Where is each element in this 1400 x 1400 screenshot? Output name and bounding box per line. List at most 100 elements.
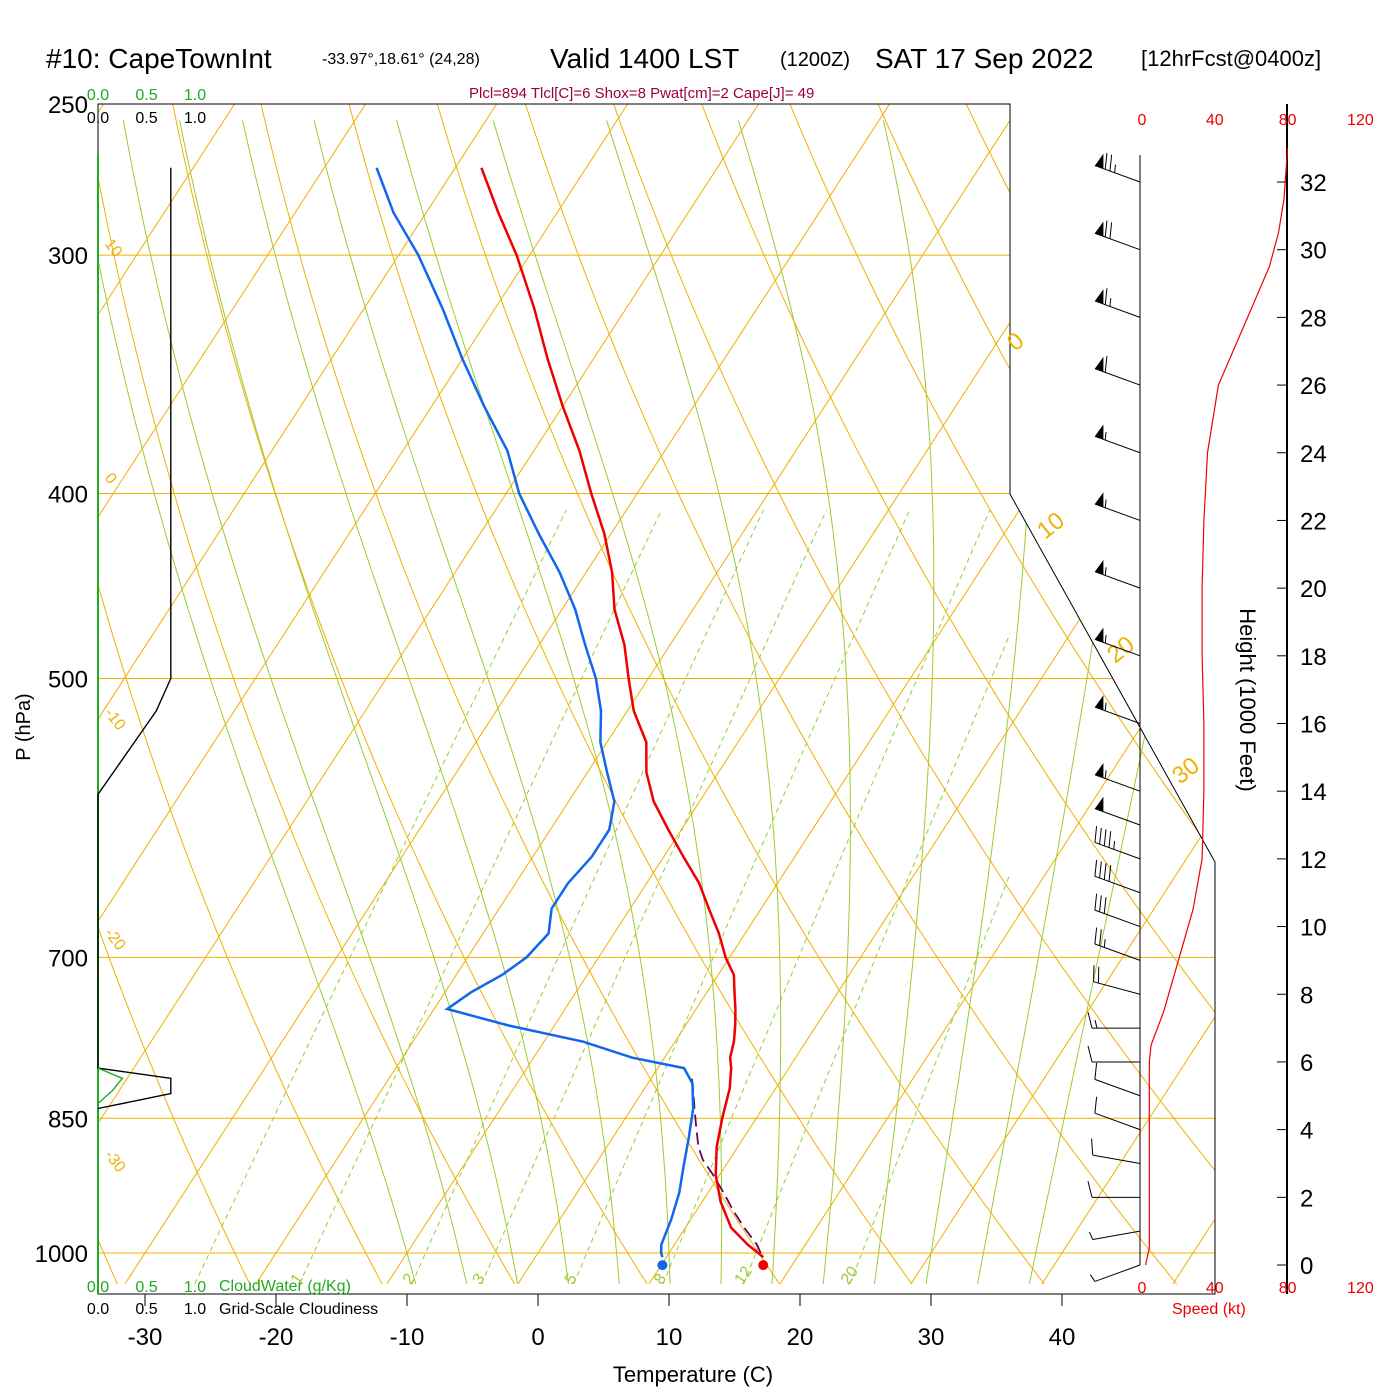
- height-tick-label: 16: [1300, 712, 1327, 739]
- height-tick-label: 2: [1300, 1185, 1313, 1212]
- wind-barb-staff: [1094, 368, 1141, 386]
- wind-barb: [1094, 355, 1141, 386]
- mixing-ratio-lines: [194, 509, 1010, 1285]
- wind-barb-full: [1087, 1181, 1093, 1198]
- wind-barb: [1094, 796, 1141, 826]
- wind-barb-staff: [1094, 1078, 1141, 1097]
- height-tick-label: 28: [1300, 305, 1327, 332]
- dry-adiabat-line: [501, 104, 1177, 1285]
- speed-top-tick: 80: [1279, 112, 1297, 129]
- speed-top-tick: 0: [1138, 112, 1147, 129]
- zulu-time: (1200Z): [780, 49, 850, 71]
- wind-barb-staff: [1093, 981, 1141, 995]
- wind-barb-half: [1094, 1019, 1098, 1029]
- cloudiness-top-tick: 1.0: [184, 110, 206, 127]
- dry-adiabat-line: [672, 104, 1215, 1285]
- wind-barb-half: [1104, 567, 1107, 576]
- temperature-tick-label: -20: [259, 1324, 294, 1351]
- cloudiness-bottom-tick: 0.0: [87, 1301, 109, 1318]
- mixing-ratio-line: [481, 509, 827, 1285]
- wind-barb-full: [1099, 827, 1102, 845]
- height-tick-label: 8: [1300, 982, 1313, 1009]
- wind-barb-full: [1104, 355, 1108, 373]
- cloudwater-profile: [97, 1067, 124, 1105]
- wind-barb-flag: [1094, 763, 1104, 778]
- dry-adiabat-line: [98, 104, 251, 1285]
- valid-time: Valid 1400 LST: [550, 43, 739, 74]
- moist-adiabat-line: [179, 120, 519, 1284]
- isotherm-line: [910, 104, 1215, 1285]
- temperature-tick-label: 40: [1049, 1324, 1076, 1351]
- wind-barb: [1094, 695, 1141, 724]
- wind-barb-half: [1109, 298, 1112, 307]
- wind-barb-full: [1087, 1011, 1093, 1029]
- wind-barb-staff: [1094, 774, 1141, 792]
- cloudwater-bottom-tick: 1.0: [184, 1279, 206, 1296]
- wind-barb-half: [1114, 164, 1116, 173]
- wind-barb: [1094, 826, 1141, 860]
- forecast-info: [12hrFcst@0400z]: [1141, 46, 1321, 71]
- isotherm-line: [0, 0, 92, 1284]
- temperature-tick-label: -10: [390, 1324, 425, 1351]
- wind-barb: [1093, 965, 1141, 995]
- speed-label: Speed (kt): [1172, 1301, 1246, 1318]
- isotherm-label: 0: [1002, 327, 1029, 357]
- wind-barb-full: [1109, 222, 1113, 239]
- plot-frame: [97, 103, 1216, 1295]
- wind-barb: [1088, 1230, 1141, 1240]
- wind-barb-half: [1088, 1231, 1094, 1240]
- speed-top-tick: 40: [1206, 112, 1224, 129]
- cloudwater-top-tick: 0.0: [87, 87, 109, 104]
- pressure-tick-label: 250: [48, 92, 88, 119]
- wind-barb-full: [1094, 826, 1098, 843]
- wind-barb-flag: [1094, 356, 1104, 372]
- height-tick-label: 24: [1300, 441, 1327, 468]
- speed-top-tick: 120: [1347, 112, 1374, 129]
- left-isotherm-label: -30: [101, 1147, 129, 1176]
- wind-barb-half: [1104, 499, 1107, 508]
- cloudiness-label: Grid-Scale Cloudiness: [219, 1301, 378, 1318]
- pressure-tick-label: 700: [48, 945, 88, 972]
- wind-barb-full: [1094, 893, 1098, 911]
- wind-barb-staff: [1094, 875, 1141, 894]
- isotherm-line: [98, 104, 617, 1285]
- height-tick-label: 20: [1300, 576, 1327, 603]
- wind-barb-flag: [1094, 153, 1104, 169]
- mixing-ratio-label: 20: [838, 1263, 862, 1287]
- wind-barb-flag: [1094, 492, 1104, 508]
- dry-adiabat-line: [98, 104, 516, 1285]
- moist-adiabat-line: [737, 120, 851, 1284]
- wind-barb-full: [1087, 1045, 1093, 1063]
- isotherm-line: [1041, 104, 1215, 1285]
- isotherm-label: 30: [1167, 752, 1205, 790]
- wind-barb: [1094, 1062, 1141, 1097]
- wind-barb-full: [1104, 152, 1108, 170]
- pressure-tick-label: 850: [48, 1106, 88, 1133]
- wind-speed-profile: [1145, 148, 1289, 1266]
- wind-barb-flag: [1094, 695, 1104, 711]
- wind-barb-full: [1094, 927, 1098, 945]
- temperature-tick-label: -30: [128, 1324, 163, 1351]
- wind-barb-staff: [1094, 1264, 1141, 1282]
- mixing-ratio-line: [849, 872, 1010, 1285]
- height-tick-label: 30: [1300, 238, 1327, 265]
- isotherm-line: [98, 104, 879, 1285]
- left-isotherm-label: -10: [101, 705, 129, 734]
- y-axis-label: P (hPa): [13, 693, 35, 760]
- wind-barb-full: [1091, 1138, 1094, 1156]
- dry-adiabat-line: [157, 104, 648, 1285]
- wind-barb: [1094, 859, 1141, 894]
- wind-barb: [1094, 559, 1141, 589]
- wind-barb-flag: [1094, 559, 1104, 575]
- isotherm-line: [517, 104, 1215, 1285]
- isotherm-line: [255, 104, 1141, 1285]
- moist-adiabat-line: [242, 120, 569, 1284]
- left-isotherm-label: -20: [101, 925, 129, 954]
- wind-barb-half: [1104, 770, 1107, 779]
- wind-barb-full: [1103, 863, 1107, 880]
- temperature-tick-label: 0: [531, 1324, 544, 1351]
- cloudwater-top-tick: 0.5: [135, 87, 157, 104]
